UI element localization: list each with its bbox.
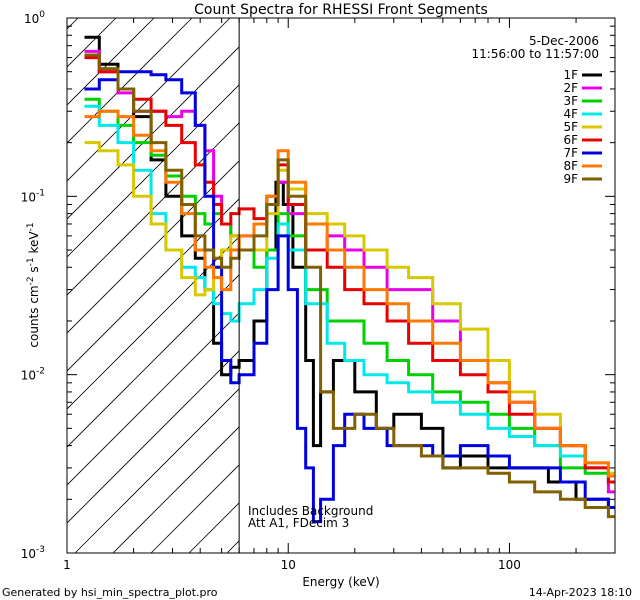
hatch-region [0,18,240,553]
hatch-line [67,18,193,144]
hatch-line [67,312,240,486]
legend-label-4f: 4F [563,107,578,121]
generated-by-label: Generated by hsi_min_spectra_plot.pro [2,586,218,599]
x-tick-label: 1 [63,558,71,572]
series-group [84,35,615,524]
y-tick-label: 100 [24,10,45,26]
series-line-9f [84,53,615,519]
hatch-line [0,18,2,553]
annotation-background: Includes Background [248,504,373,518]
series-line-7f [84,70,615,524]
legend-label-7f: 7F [563,146,578,160]
hatch-line [67,84,240,258]
hatch-line [67,122,240,296]
series-line-8f [84,109,615,478]
legend-label-9f: 9F [563,172,578,186]
x-axis-label: Energy (keV) [302,575,379,589]
y-tick-label: 10-1 [21,188,45,204]
timestamp-label: 14-Apr-2023 18:10 [529,586,632,599]
y-tick-label: 10-2 [21,367,45,383]
hatch-line [67,236,240,410]
legend-label-1f: 1F [563,68,578,82]
hatch-line [112,426,240,553]
y-tick-labels: 10-3 10-2 10-1 100 [21,10,46,561]
y-axis-label: counts cm-2 s-1 keV-1 [26,222,41,347]
legend-label-5f: 5F [563,120,578,134]
legend-label-8f: 8F [563,159,578,173]
x-tick-labels: 1 10 100 [63,558,521,572]
hatch-line [67,350,240,524]
series-line-1f [84,35,615,509]
hatch-line [67,274,240,448]
hatch-line [67,46,240,220]
annotation-attenuator: Att A1, FDecim 3 [248,516,349,530]
chart-title: Count Spectra for RHESSI Front Segments [194,2,488,18]
series-line-6f [84,56,615,484]
hatch-line [67,18,231,182]
x-tick-label: 100 [498,558,521,572]
legend-label-6f: 6F [563,133,578,147]
y-tick-label: 10-3 [21,545,45,561]
date-label: 5-Dec-2006 [529,34,599,48]
legend-label-2f: 2F [563,81,578,95]
hatch-line [67,198,240,372]
plot-frame [66,17,616,554]
legend-label-3f: 3F [563,94,578,108]
x-tick-label: 10 [281,558,296,572]
hatch-line [74,388,240,553]
hatch-line [67,160,240,334]
time-range-label: 11:56:00 to 11:57:00 [472,47,599,61]
